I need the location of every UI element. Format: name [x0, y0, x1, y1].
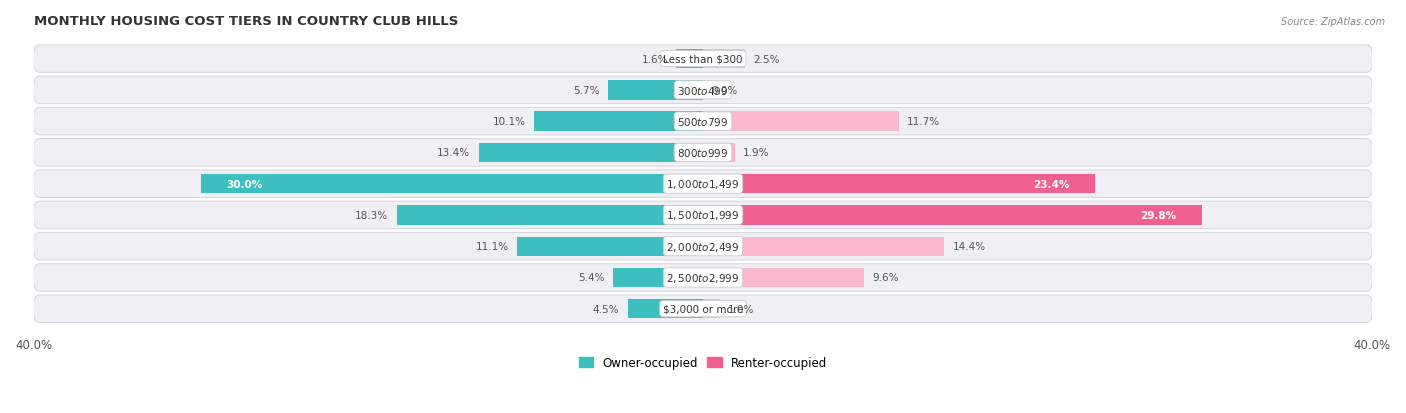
- Bar: [703, 299, 720, 319]
- Text: 1.0%: 1.0%: [728, 304, 755, 314]
- Bar: [478, 143, 703, 163]
- Bar: [703, 50, 745, 69]
- Text: $2,000 to $2,499: $2,000 to $2,499: [666, 240, 740, 253]
- Bar: [613, 268, 703, 287]
- Text: 0.0%: 0.0%: [711, 85, 738, 95]
- Text: Less than $300: Less than $300: [664, 55, 742, 64]
- Bar: [703, 237, 943, 256]
- Text: $800 to $999: $800 to $999: [678, 147, 728, 159]
- Bar: [703, 268, 863, 287]
- Bar: [534, 112, 703, 131]
- Text: 1.9%: 1.9%: [744, 148, 769, 158]
- Bar: [703, 143, 735, 163]
- Text: 13.4%: 13.4%: [437, 148, 471, 158]
- FancyBboxPatch shape: [34, 233, 1372, 260]
- Text: 4.5%: 4.5%: [593, 304, 619, 314]
- Legend: Owner-occupied, Renter-occupied: Owner-occupied, Renter-occupied: [574, 351, 832, 374]
- Text: 5.4%: 5.4%: [578, 273, 605, 283]
- FancyBboxPatch shape: [34, 295, 1372, 323]
- Text: 23.4%: 23.4%: [1033, 179, 1070, 189]
- Bar: [676, 50, 703, 69]
- FancyBboxPatch shape: [34, 46, 1372, 73]
- Text: $3,000 or more: $3,000 or more: [662, 304, 744, 314]
- Text: $300 to $499: $300 to $499: [678, 85, 728, 97]
- Bar: [703, 112, 898, 131]
- Bar: [517, 237, 703, 256]
- FancyBboxPatch shape: [34, 108, 1372, 135]
- Text: 11.1%: 11.1%: [475, 242, 509, 252]
- Text: 1.6%: 1.6%: [641, 55, 668, 64]
- FancyBboxPatch shape: [34, 264, 1372, 292]
- Text: 30.0%: 30.0%: [226, 179, 263, 189]
- Text: 29.8%: 29.8%: [1140, 210, 1177, 221]
- Bar: [201, 175, 703, 194]
- Text: 18.3%: 18.3%: [356, 210, 388, 221]
- Text: 14.4%: 14.4%: [952, 242, 986, 252]
- Text: $1,500 to $1,999: $1,500 to $1,999: [666, 209, 740, 222]
- FancyBboxPatch shape: [34, 139, 1372, 167]
- Text: 10.1%: 10.1%: [492, 117, 526, 127]
- Text: 5.7%: 5.7%: [572, 85, 599, 95]
- Bar: [703, 206, 1202, 225]
- Bar: [703, 175, 1095, 194]
- Text: 11.7%: 11.7%: [907, 117, 941, 127]
- Bar: [627, 299, 703, 319]
- Bar: [607, 81, 703, 100]
- Text: 9.6%: 9.6%: [872, 273, 898, 283]
- Text: Source: ZipAtlas.com: Source: ZipAtlas.com: [1281, 17, 1385, 26]
- Text: $500 to $799: $500 to $799: [678, 116, 728, 128]
- FancyBboxPatch shape: [34, 171, 1372, 198]
- Text: MONTHLY HOUSING COST TIERS IN COUNTRY CLUB HILLS: MONTHLY HOUSING COST TIERS IN COUNTRY CL…: [34, 15, 458, 28]
- Text: 2.5%: 2.5%: [754, 55, 780, 64]
- Text: $1,000 to $1,499: $1,000 to $1,499: [666, 178, 740, 191]
- FancyBboxPatch shape: [34, 77, 1372, 104]
- FancyBboxPatch shape: [34, 202, 1372, 229]
- Bar: [396, 206, 703, 225]
- Text: $2,500 to $2,999: $2,500 to $2,999: [666, 271, 740, 284]
